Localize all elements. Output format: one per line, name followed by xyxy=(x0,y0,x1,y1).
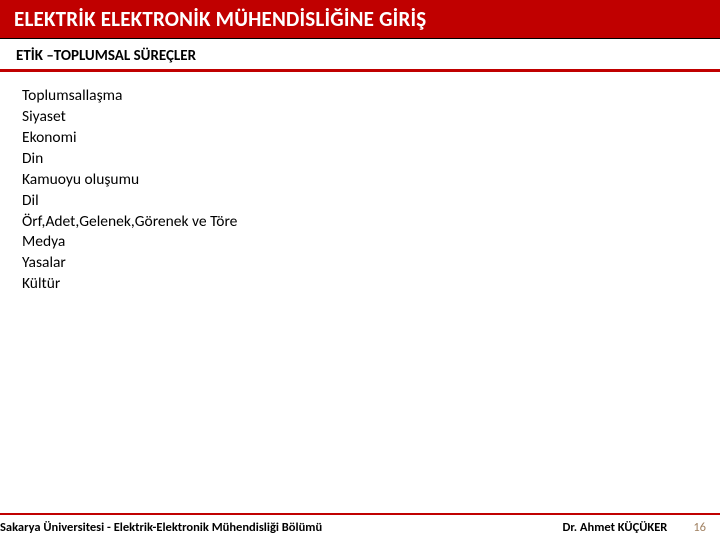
list-item: Kamuoyu oluşumu xyxy=(22,170,698,191)
list-item: Medya xyxy=(22,232,698,253)
list-item: Dil xyxy=(22,191,698,212)
list-item: Kültür xyxy=(22,274,698,295)
list-item: Ekonomi xyxy=(22,128,698,149)
footer-bar: Sakarya Üniversitesi - Elektrik-Elektron… xyxy=(0,513,720,540)
list-item: Siyaset xyxy=(22,107,698,128)
slide: ELEKTRİK ELEKTRONİK MÜHENDİSLİĞİNE GİRİŞ… xyxy=(0,0,720,540)
list-item: Din xyxy=(22,149,698,170)
footer-author: Dr. Ahmet KÜÇÜKER xyxy=(563,520,668,535)
content-area: Toplumsallaşma Siyaset Ekonomi Din Kamuo… xyxy=(0,72,720,309)
footer-institution: Sakarya Üniversitesi - Elektrik-Elektron… xyxy=(0,520,322,535)
page-title: ELEKTRİK ELEKTRONİK MÜHENDİSLİĞİNE GİRİŞ xyxy=(14,6,706,32)
title-bar: ELEKTRİK ELEKTRONİK MÜHENDİSLİĞİNE GİRİŞ xyxy=(0,0,720,39)
list-item: Yasalar xyxy=(22,253,698,274)
page-number: 16 xyxy=(693,520,706,535)
subtitle-section: ETİK –TOPLUMSAL SÜREÇLER xyxy=(0,39,720,72)
footer-right: Dr. Ahmet KÜÇÜKER 16 xyxy=(563,520,706,535)
list-item: Örf,Adet,Gelenek,Görenek ve Töre xyxy=(22,212,698,233)
list-item: Toplumsallaşma xyxy=(22,86,698,107)
subtitle-text: ETİK –TOPLUMSAL SÜREÇLER xyxy=(16,47,704,65)
